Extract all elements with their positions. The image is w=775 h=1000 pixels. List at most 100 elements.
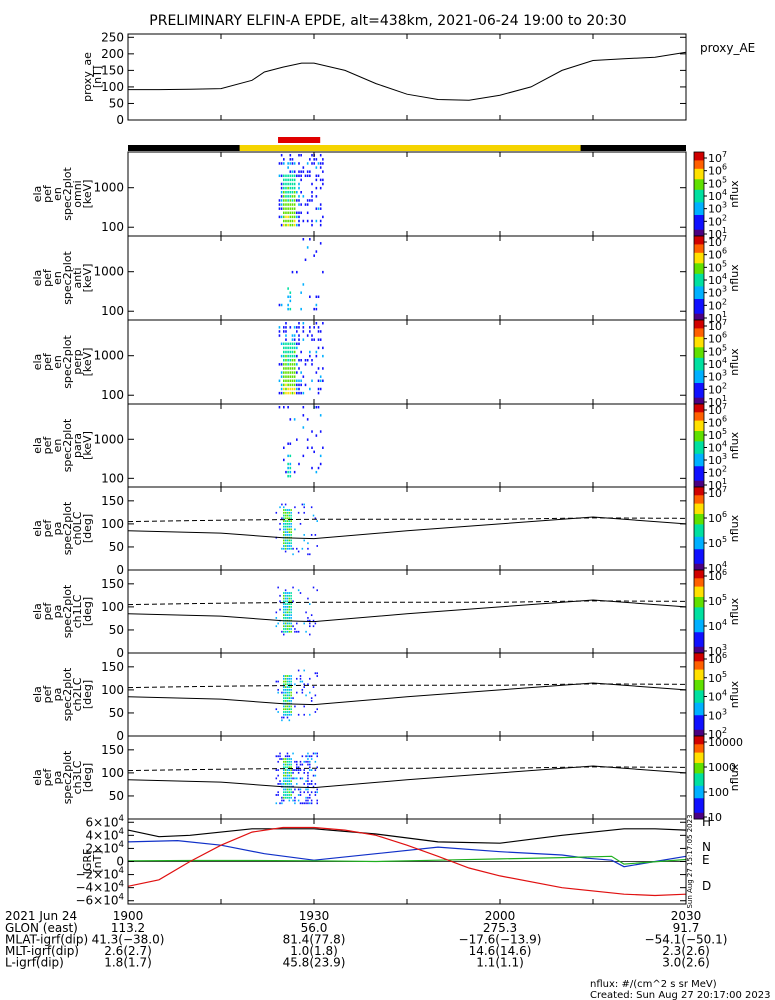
spectrogram-cell (289, 363, 292, 366)
pa-cell (286, 611, 289, 614)
spectrogram-cell (289, 154, 292, 157)
colorbar-cell (694, 816, 704, 820)
colorbar-cell (694, 530, 704, 534)
plot-title: PRELIMINARY ELFIN-A EPDE, alt=438km, 202… (149, 13, 626, 29)
colorbar-cell (694, 806, 704, 810)
pa-cell (286, 774, 289, 777)
spectrogram-cell (302, 166, 305, 169)
pa-cell (294, 799, 296, 802)
pa-cell (310, 700, 313, 702)
ylabel-line: spec2plot (61, 167, 74, 221)
spectrogram-cell (289, 466, 292, 470)
pa-cell (281, 758, 283, 760)
ytick-label: 1000 (93, 349, 124, 363)
pa-cell (286, 677, 289, 680)
spectrogram-cell (311, 466, 313, 470)
colorbar-cell (694, 586, 704, 590)
pa-cell (292, 625, 294, 628)
spectrogram-cell (278, 330, 281, 333)
spectrogram-cell (317, 391, 320, 395)
pa-cell (288, 611, 291, 614)
colorbar-tick-label: 104 (708, 272, 727, 287)
pa-cell (288, 592, 291, 594)
colorbar-tick-label: 10000 (708, 736, 743, 749)
colorbar-tick-label: 102 (708, 213, 727, 228)
ytick-label: 0 (116, 646, 124, 660)
colorbar-cell (694, 275, 704, 279)
pa-cell (290, 614, 292, 617)
pa-cell (286, 517, 289, 520)
colorbar-tick-label: 106 (708, 568, 727, 583)
pa-cell (288, 531, 291, 534)
pa-cell (296, 691, 298, 694)
pa-cell (275, 802, 278, 805)
spectrogram-cell (304, 363, 307, 366)
spectrogram-cell (296, 223, 298, 227)
colorbar-cell (694, 667, 704, 671)
colorbar-cell (694, 349, 704, 352)
colorbar-tick-label: 107 (708, 234, 727, 249)
pa-cell (301, 503, 304, 506)
colorbar-cell (694, 177, 704, 180)
colorbar-cell (694, 280, 704, 283)
pa-cell (283, 545, 285, 547)
pa-cell (296, 622, 298, 625)
spectrogram-cell (317, 346, 320, 350)
colorbar-cell (694, 746, 704, 749)
colorbar-tick-label: 104 (708, 188, 727, 203)
colorbar-cell (694, 812, 704, 816)
ytick-label: 250 (101, 30, 124, 44)
spectrogram-cell (291, 346, 294, 350)
spectrogram-cell (296, 342, 298, 346)
pa-cell (294, 802, 296, 805)
colorbar-tick-label: 104 (708, 689, 727, 704)
anti-loss-cone-line (127, 683, 687, 689)
colorbar-cell (694, 202, 704, 205)
ylabel-line: spec2plot (61, 750, 74, 804)
spectrogram-cell (317, 367, 320, 370)
colorbar-cell (694, 538, 704, 542)
colorbar-cell (694, 682, 704, 685)
spectrogram-cell (291, 178, 294, 182)
pa-cell (283, 633, 285, 636)
spectrogram-cell (283, 375, 285, 378)
ytick-label: 50 (109, 623, 124, 637)
spectrogram-cell (280, 383, 283, 387)
spectrogram-cell (289, 207, 292, 210)
colorbar-cell (694, 553, 704, 556)
pa-cell (284, 791, 287, 794)
spectrogram-cell (285, 195, 287, 198)
colorbar-cell (694, 736, 704, 739)
pa-cell (286, 796, 289, 799)
spectrogram-cell (278, 363, 281, 366)
colorbar-cell (694, 584, 704, 588)
pa-cell (286, 594, 289, 597)
pa-cell (281, 691, 283, 694)
spectrogram-cell (293, 162, 296, 165)
spectrogram-cell (285, 375, 287, 378)
ephem-value: −17.6(−13.9) (459, 933, 542, 947)
colorbar-cell (694, 675, 704, 679)
colorbar-cell (694, 187, 704, 191)
colorbar-cell (694, 582, 704, 586)
pa-cell (284, 503, 287, 506)
pa-cell (279, 594, 281, 597)
colorbar-cell (694, 223, 704, 226)
pa-cell (284, 517, 287, 520)
anti-loss-cone-line (127, 600, 687, 606)
spectrogram-cell (283, 158, 285, 161)
colorbar-cell (694, 376, 704, 380)
spectrogram-cell (285, 330, 287, 333)
pa-cell (305, 799, 307, 802)
colorbar-cell (694, 437, 704, 440)
spectrogram-cell (306, 446, 309, 449)
spectrogram-cell (304, 258, 307, 262)
pa-cell (290, 677, 292, 680)
colorbar-tick-label: 105 (708, 670, 727, 685)
pa-cell (284, 700, 287, 702)
spectrogram-cell (291, 383, 294, 387)
spectrogram-cell (293, 199, 296, 202)
pa-cell (284, 630, 287, 633)
pa-cell (284, 688, 287, 691)
